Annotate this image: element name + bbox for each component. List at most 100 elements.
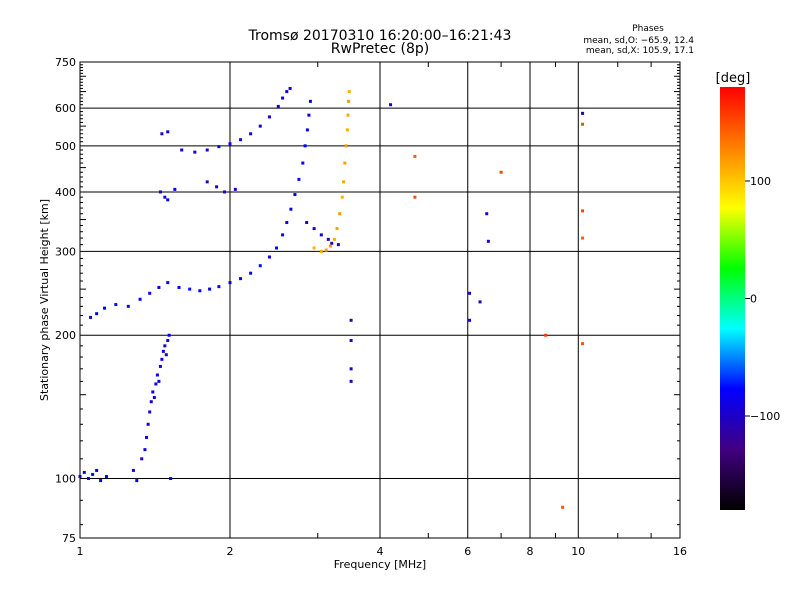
data-point — [281, 96, 285, 100]
data-point — [223, 190, 227, 194]
data-point — [289, 207, 293, 211]
data-point — [95, 468, 99, 472]
data-point — [389, 103, 393, 107]
data-point — [581, 209, 585, 213]
x-tick-label: 16 — [673, 545, 687, 558]
data-point — [151, 390, 155, 394]
x-tick-label: 1 — [77, 545, 84, 558]
data-point — [158, 190, 162, 194]
x-tick-label: 8 — [527, 545, 534, 558]
axis-ticks: 1 2 4 6 8 10 16 75 100 200 300 400 500 600 750 — [55, 56, 687, 558]
data-point — [167, 333, 171, 337]
data-point — [166, 130, 170, 134]
data-point — [326, 237, 330, 241]
data-point — [157, 379, 161, 383]
data-point — [413, 154, 417, 158]
data-point — [208, 287, 212, 291]
data-point — [343, 161, 347, 165]
data-point — [164, 353, 168, 357]
y-axis-label: Stationary phase Virtual Height [km] — [38, 199, 51, 401]
data-point — [301, 161, 305, 165]
data-point — [297, 177, 301, 181]
data-point — [285, 221, 289, 225]
data-point — [258, 124, 262, 128]
data-point — [180, 148, 184, 152]
data-point — [198, 289, 202, 293]
data-point — [148, 410, 152, 414]
chart-title: Tromsø 20170310 16:20:00–16:21:43 — [248, 28, 512, 44]
data-point — [330, 241, 334, 245]
data-point — [276, 104, 280, 108]
data-point — [267, 255, 271, 259]
data-point — [166, 338, 170, 342]
data-point — [312, 246, 316, 250]
y-tick-label: 400 — [55, 186, 76, 199]
data-point — [319, 233, 323, 237]
data-point — [166, 281, 170, 285]
data-point — [215, 185, 219, 189]
data-point — [114, 303, 118, 307]
data-point — [413, 195, 417, 199]
data-point — [143, 448, 147, 452]
data-point — [188, 287, 192, 291]
data-point — [288, 86, 292, 90]
data-point — [281, 233, 285, 237]
data-point — [166, 198, 170, 202]
y-tick-label: 100 — [55, 473, 76, 486]
data-point — [345, 128, 349, 132]
data-point — [89, 315, 93, 319]
data-point — [158, 364, 162, 368]
data-point — [149, 400, 153, 404]
data-point — [228, 281, 232, 285]
data-point — [305, 221, 309, 225]
data-point — [349, 318, 353, 322]
y-tick-label: 75 — [62, 532, 76, 545]
data-point — [177, 285, 181, 289]
data-point — [478, 300, 482, 304]
phase-stats-x: mean, sd,X: 105.9, 17.1 — [586, 46, 694, 56]
data-point — [285, 90, 289, 94]
data-point — [138, 297, 142, 301]
phase-stats-title: Phases — [632, 24, 664, 34]
data-point — [544, 333, 548, 337]
data-point — [249, 132, 253, 136]
data-point — [233, 187, 237, 191]
y-tick-label: 750 — [55, 56, 76, 69]
data-point — [239, 138, 243, 142]
colorbar-tick-label: 0 — [750, 293, 757, 306]
data-point — [152, 395, 156, 399]
data-point — [485, 212, 489, 216]
data-point — [342, 180, 346, 184]
data-point — [91, 472, 95, 476]
data-point — [140, 457, 144, 461]
data-point — [99, 479, 103, 483]
colorbar-ticks: 100 0 −100 — [745, 175, 780, 423]
data-point — [163, 344, 167, 348]
data-point — [145, 435, 149, 439]
data-point — [324, 248, 328, 252]
data-point — [78, 474, 82, 478]
x-tick-label: 4 — [377, 545, 384, 558]
data-point — [561, 505, 565, 509]
data-point — [205, 180, 209, 184]
data-point — [293, 193, 297, 197]
data-point — [486, 239, 490, 243]
data-point — [307, 113, 311, 117]
data-point — [340, 195, 344, 199]
y-tick-label: 200 — [55, 329, 76, 342]
data-point — [581, 111, 585, 115]
data-point — [82, 470, 86, 474]
colorbar-tick-label: 100 — [750, 175, 771, 188]
data-point — [135, 479, 139, 483]
data-point — [146, 422, 150, 426]
data-point — [275, 246, 279, 250]
data-point — [205, 148, 209, 152]
data-point — [160, 132, 164, 136]
grid-lines — [80, 62, 680, 538]
x-axis-label: Frequency [MHz] — [334, 558, 426, 571]
data-point — [332, 237, 336, 241]
data-point — [157, 285, 161, 289]
data-point — [228, 142, 232, 146]
colorbar — [720, 87, 745, 510]
data-point — [239, 277, 243, 281]
